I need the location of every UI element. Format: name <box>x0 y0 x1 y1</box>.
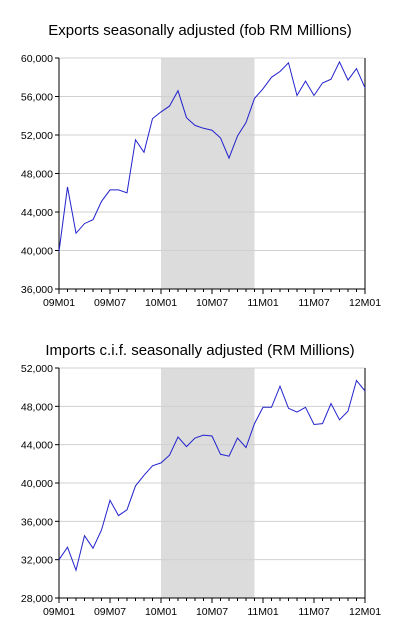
series-line <box>58 60 366 252</box>
exports-chart: 36,000 40,000 44,000 48,000 52,000 56,000 60,0… <box>21 53 381 309</box>
y-tick-label: 48,000 <box>21 169 53 181</box>
imports-chart: 28,000 32,000 36,000 40,000 44,000 48,000 52,0… <box>21 363 381 618</box>
x-tick-label: 10M01 <box>145 297 177 309</box>
x-tick-label: 12M01 <box>349 606 381 618</box>
y-tick-label: 40,000 <box>21 246 53 258</box>
x-tick-label: 10M07 <box>196 297 228 309</box>
x-tick-label: 11M01 <box>247 606 278 618</box>
x-tick-label: 10M01 <box>145 606 177 618</box>
y-tick-label: 36,000 <box>21 516 53 528</box>
y-tick-label: 28,000 <box>21 593 53 605</box>
x-tick-label: 09M01 <box>43 606 75 618</box>
y-tick-label: 40,000 <box>21 478 53 490</box>
x-tick-label: 09M07 <box>94 606 126 618</box>
chart-title: Exports seasonally adjusted (fob RM Mill… <box>48 22 352 39</box>
x-tick-label: 11M01 <box>247 297 278 309</box>
x-tick-label: 11M07 <box>298 606 329 618</box>
y-tick-label: 52,000 <box>21 363 53 375</box>
y-tick-label: 48,000 <box>21 401 53 413</box>
x-tick-label: 10M07 <box>196 606 228 618</box>
exports-chart-panel: Exports seasonally adjusted (fob RM Mill… <box>0 0 400 315</box>
x-tick-label: 12M01 <box>349 297 381 309</box>
y-tick-label: 32,000 <box>21 555 53 567</box>
x-tick-label: 09M07 <box>94 297 126 309</box>
imports-chart-panel: Imports c.i.f. seasonally adjusted (RM M… <box>0 320 400 640</box>
x-tick-label: 11M07 <box>298 297 329 309</box>
chart-title: Imports c.i.f. seasonally adjusted (RM M… <box>45 342 355 359</box>
y-tick-label: 60,000 <box>21 53 53 65</box>
x-tick-label: 09M01 <box>43 297 75 309</box>
y-tick-label: 56,000 <box>21 92 53 104</box>
y-tick-label: 44,000 <box>21 207 53 219</box>
y-tick-label: 52,000 <box>21 130 53 142</box>
y-tick-label: 44,000 <box>21 440 53 452</box>
series-line <box>58 379 366 572</box>
y-tick-label: 36,000 <box>21 284 53 296</box>
